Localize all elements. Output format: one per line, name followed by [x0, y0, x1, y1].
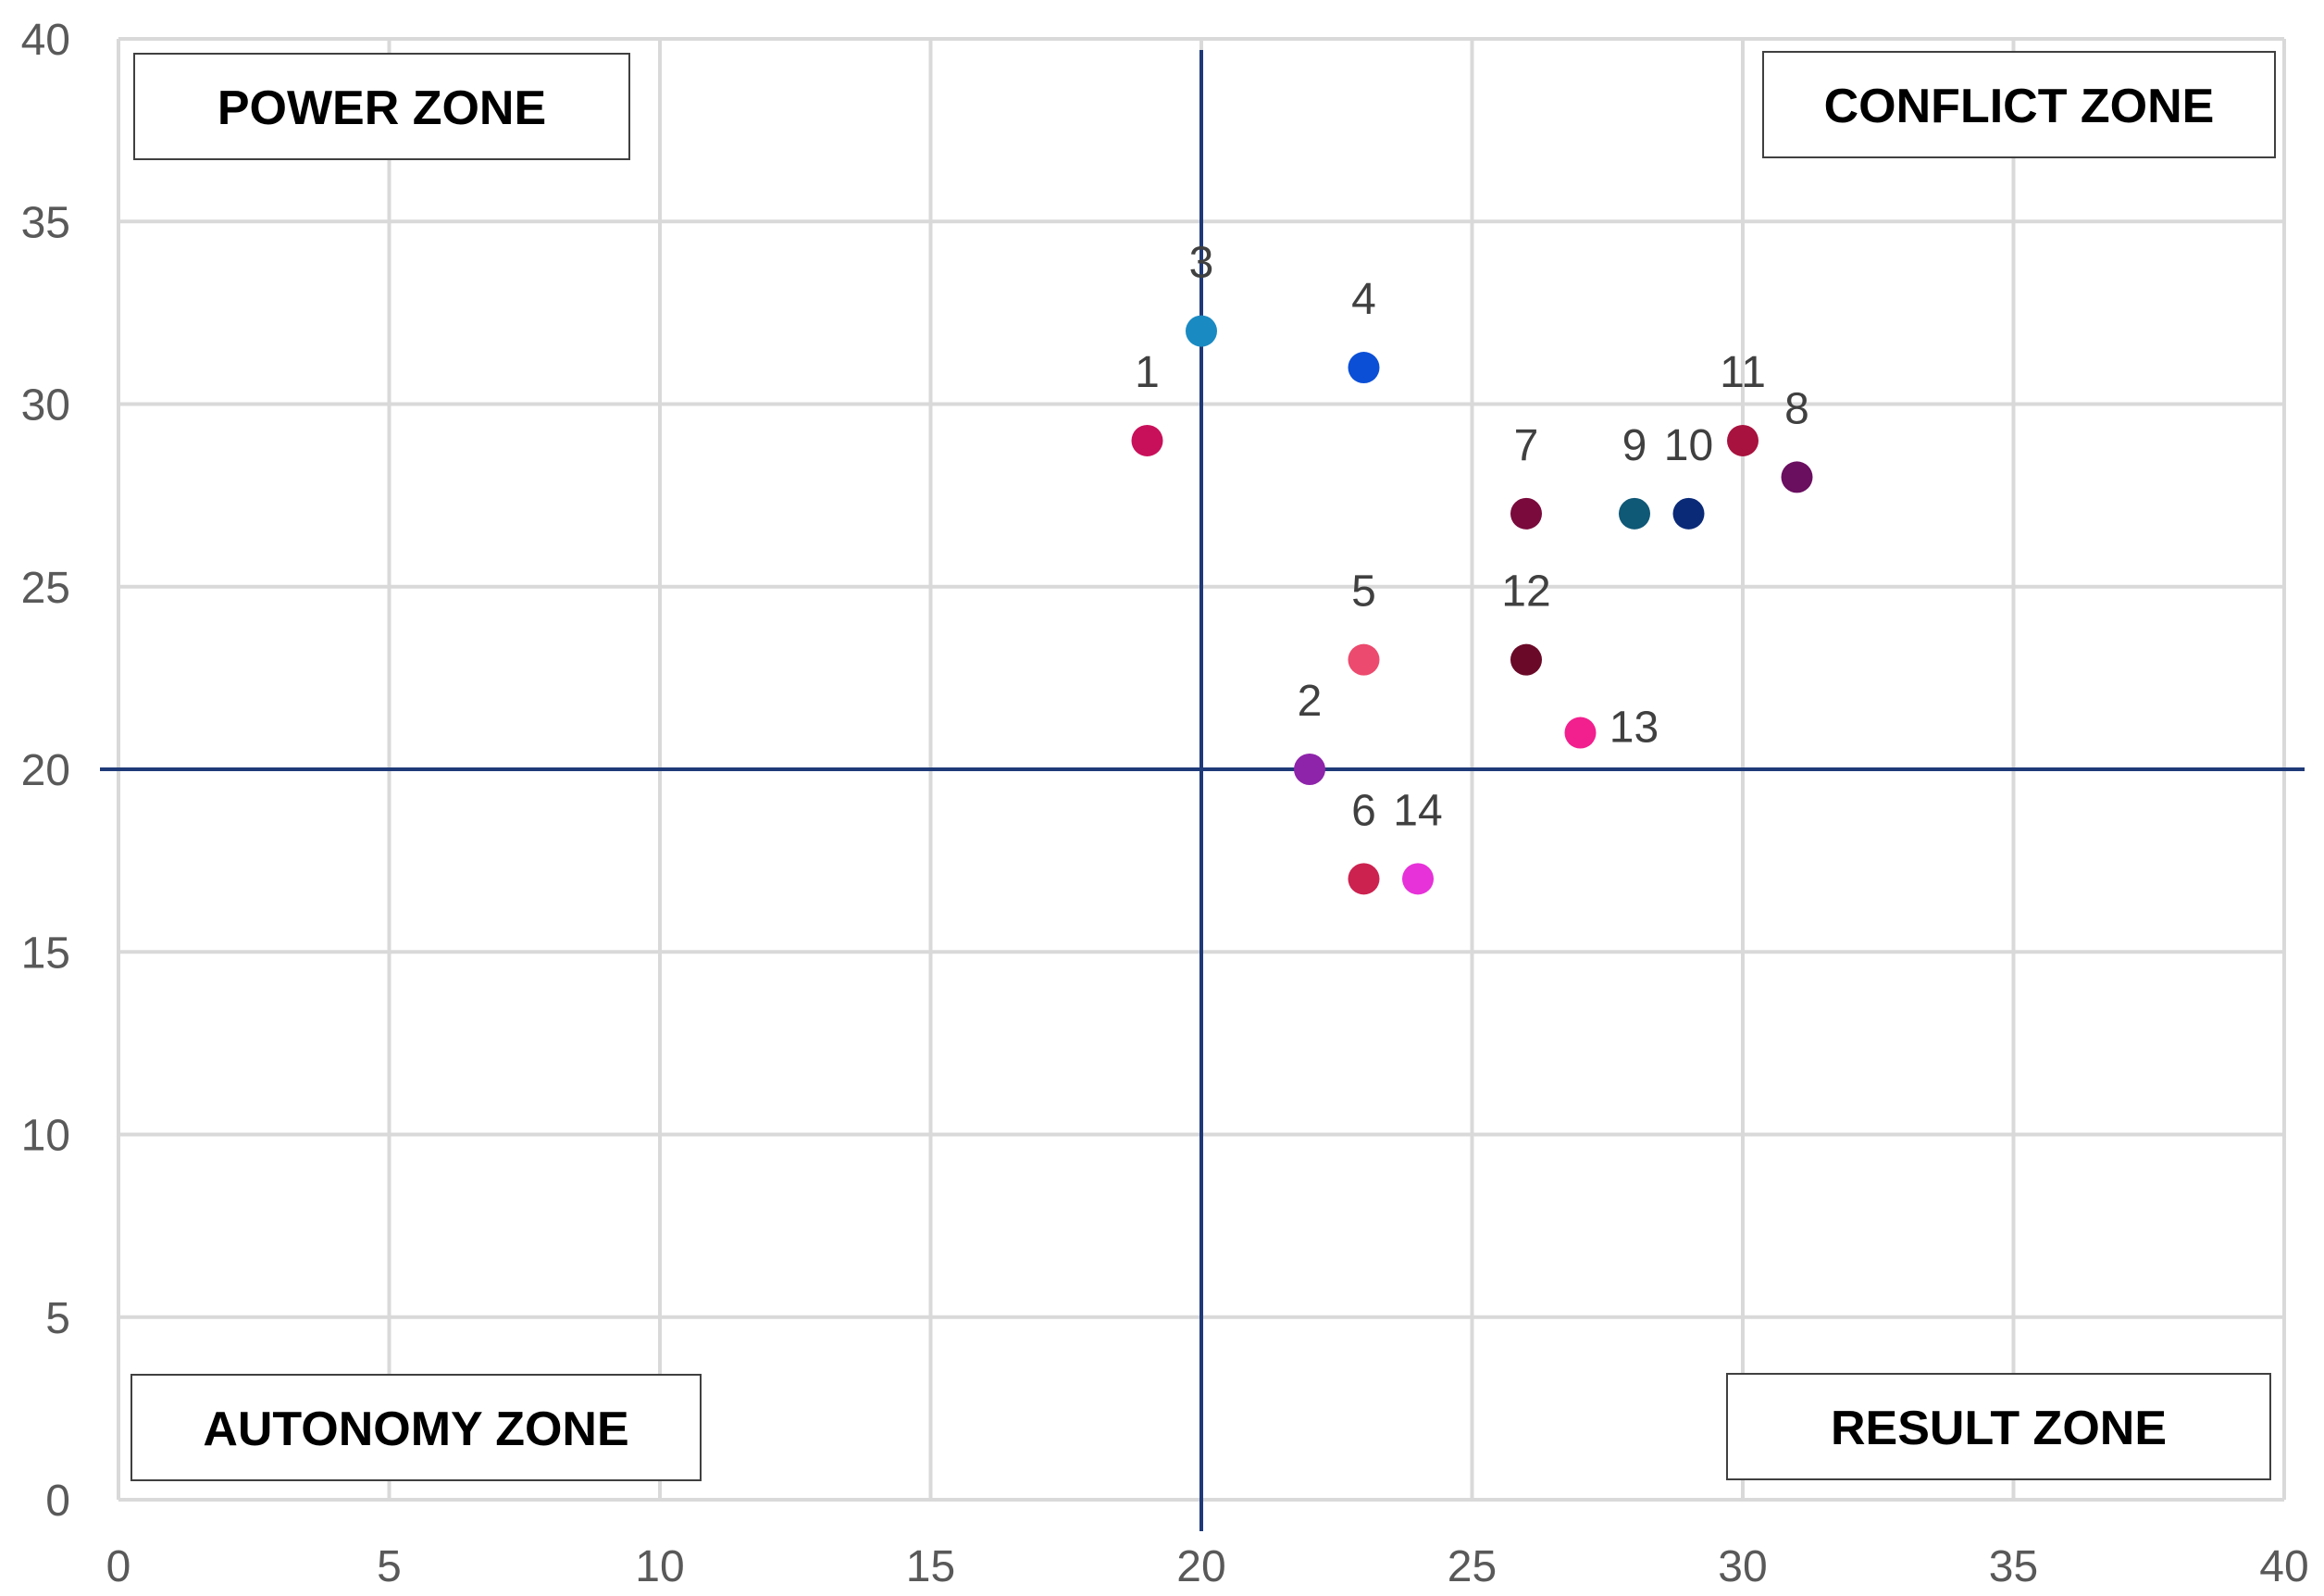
autonomy-zone-border — [130, 1374, 702, 1481]
point-label-4: 4 — [1351, 275, 1376, 324]
data-point-10 — [1672, 497, 1705, 530]
data-point-6 — [1348, 863, 1380, 895]
data-point-8 — [1781, 461, 1813, 493]
y-tick-label: 15 — [21, 929, 70, 978]
power-zone-label: POWER ZONE — [217, 81, 546, 135]
x-tick-label: 40 — [2259, 1542, 2308, 1591]
quadrant-dividers — [100, 50, 2305, 1531]
conflict-zone-border — [1762, 51, 2276, 158]
point-label-6: 6 — [1351, 786, 1376, 835]
zone-labels: POWER ZONE CONFLICT ZONE AUTONOMY ZONE RESU… — [130, 51, 2276, 1481]
y-tick-label: 5 — [45, 1294, 70, 1343]
point-label-3: 3 — [1189, 239, 1214, 288]
y-tick-label: 35 — [21, 198, 70, 247]
y-tick-label: 30 — [21, 381, 70, 430]
point-label-1: 1 — [1135, 348, 1160, 397]
x-tick-label: 0 — [106, 1542, 131, 1591]
conflict-zone-label: CONFLICT ZONE — [1824, 80, 2215, 133]
point-label-13: 13 — [1609, 704, 1659, 753]
point-label-10: 10 — [1664, 421, 1713, 470]
x-tick-label: 20 — [1176, 1542, 1225, 1591]
power-zone-box: POWER ZONE — [133, 53, 630, 160]
x-tick-label: 30 — [1718, 1542, 1767, 1591]
point-label-8: 8 — [1784, 384, 1809, 433]
data-point-4 — [1348, 352, 1380, 384]
autonomy-zone-box: AUTONOMY ZONE — [130, 1374, 702, 1481]
point-label-9: 9 — [1622, 421, 1647, 470]
y-tick-label: 20 — [21, 746, 70, 795]
y-tick-label: 0 — [45, 1477, 70, 1526]
result-zone-label: RESULT ZONE — [1831, 1402, 2167, 1455]
x-tick-label: 15 — [906, 1542, 955, 1591]
data-points — [1131, 315, 1813, 895]
result-zone-box: RESULT ZONE — [1726, 1373, 2271, 1480]
data-point-11 — [1727, 424, 1759, 456]
data-point-14 — [1402, 863, 1434, 895]
autonomy-zone-label: AUTONOMY ZONE — [203, 1403, 628, 1456]
data-point-13 — [1564, 717, 1597, 749]
point-label-12: 12 — [1501, 567, 1550, 617]
point-label-14: 14 — [1393, 786, 1442, 835]
data-point-1 — [1131, 424, 1163, 456]
point-label-5: 5 — [1351, 567, 1376, 617]
x-tick-label: 5 — [377, 1542, 402, 1591]
y-tick-label: 25 — [21, 564, 70, 613]
data-point-12 — [1510, 643, 1542, 676]
data-point-2 — [1294, 754, 1325, 785]
conflict-zone-box: CONFLICT ZONE — [1762, 51, 2276, 158]
point-label-11: 11 — [1720, 348, 1766, 397]
y-tick-label: 10 — [21, 1112, 70, 1161]
data-point-3 — [1186, 315, 1217, 347]
y-tick-label: 40 — [21, 16, 70, 65]
point-label-2: 2 — [1298, 677, 1323, 726]
x-tick-label: 10 — [635, 1542, 684, 1591]
data-point-7 — [1510, 497, 1542, 530]
data-point-9 — [1619, 497, 1650, 530]
power-zone-border — [133, 53, 630, 160]
x-tick-label: 25 — [1448, 1542, 1497, 1591]
point-label-7: 7 — [1514, 421, 1539, 470]
result-zone-border — [1726, 1373, 2271, 1480]
x-tick-label: 35 — [1989, 1542, 2038, 1591]
data-point-5 — [1348, 643, 1380, 676]
